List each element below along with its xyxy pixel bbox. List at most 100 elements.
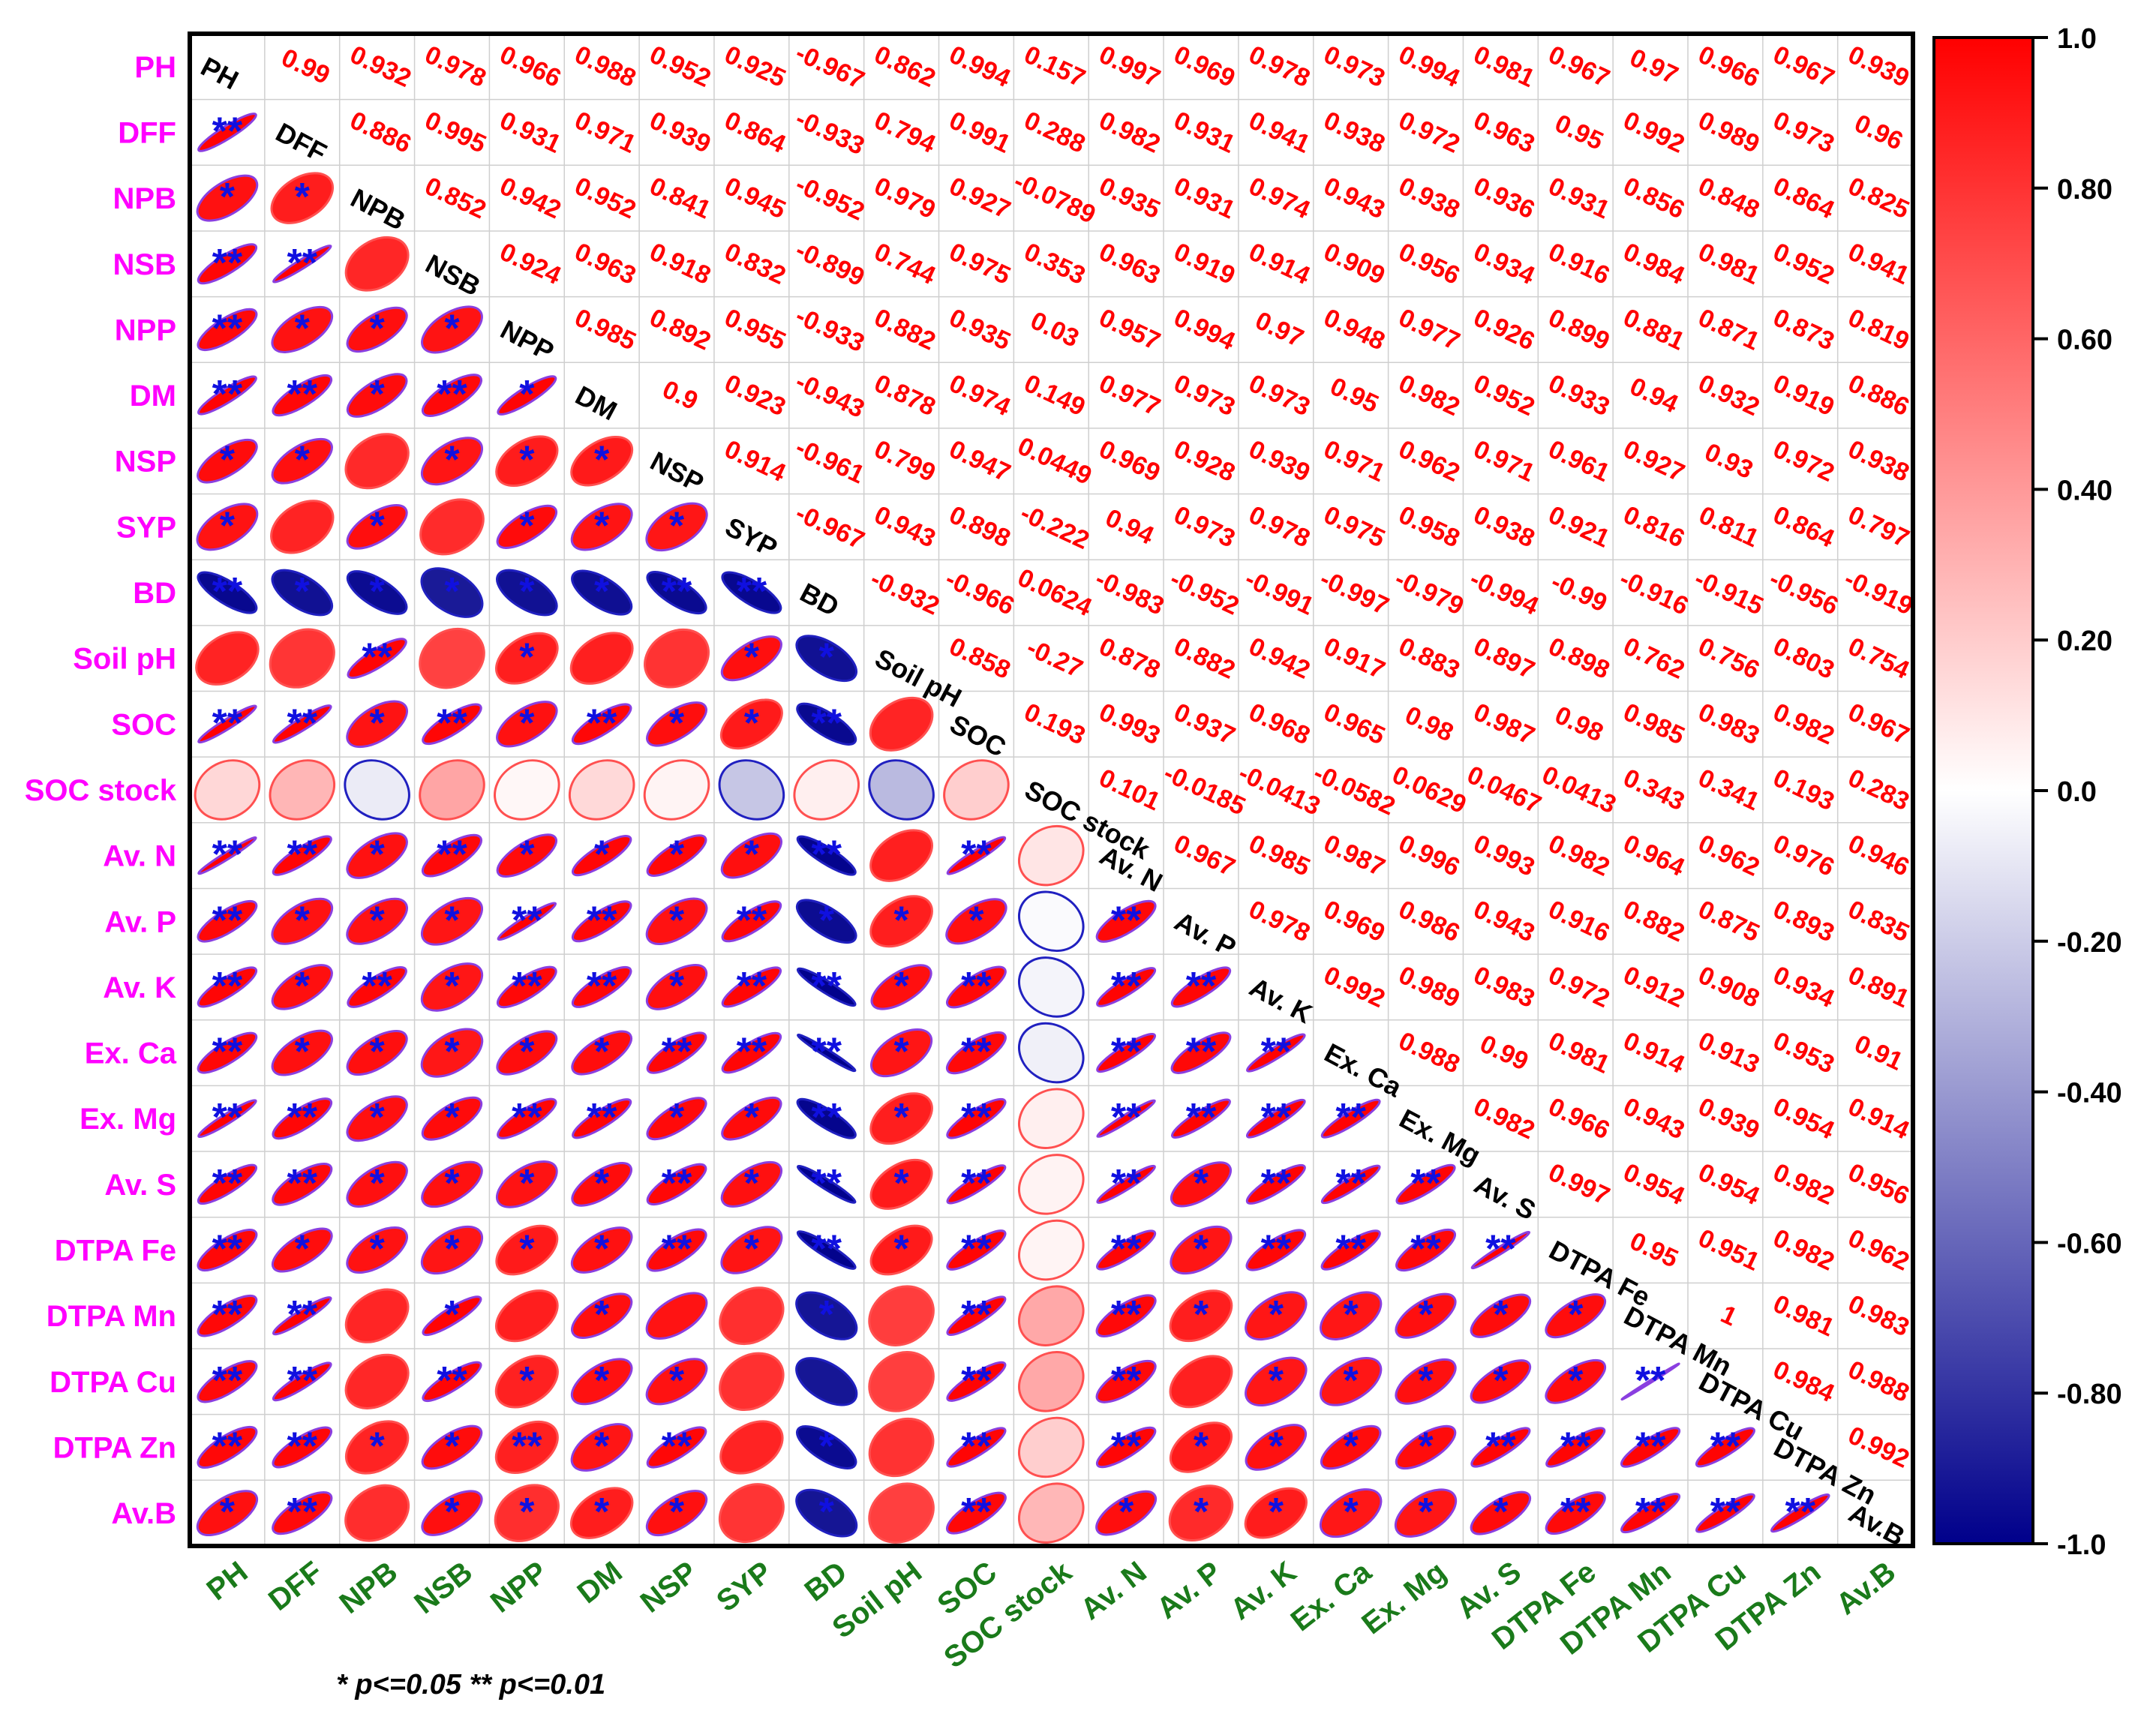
correlation-value: -0.222 [1016,499,1093,555]
significance-star: * [1194,1293,1209,1337]
correlation-ellipse [496,1030,558,1076]
significance-star: ** [1635,1359,1666,1403]
correlation-ellipse [197,1229,258,1272]
significance-star: ** [212,1424,243,1468]
correlation-ellipse [646,1426,707,1469]
significance-star: * [1269,1359,1284,1403]
correlation-value: 0.969 [1320,895,1389,947]
correlation-ellipse [645,1358,708,1406]
correlation-ellipse [869,696,934,752]
significance-star: ** [737,1031,767,1074]
significance-star: ** [1111,899,1142,942]
correlation-ellipse [1170,966,1232,1008]
diagonal-label: PH [196,51,243,96]
correlation-ellipse [497,375,557,416]
correlation-value: -0.979 [1390,564,1467,620]
significance-star: * [1493,1293,1509,1337]
significance-star: ** [1335,1096,1366,1139]
colorbar-tick-label: -0.80 [2057,1379,2122,1410]
correlation-ellipse [1170,1225,1233,1275]
significance-star: ** [961,1359,992,1403]
correlation-value: 0.157 [1019,41,1089,93]
correlation-ellipse [720,832,782,879]
correlation-value: 0.943 [1469,895,1539,947]
significance-star: * [1344,1424,1359,1468]
significance-star: ** [811,965,842,1008]
row-label: Av. P [104,905,176,938]
correlation-ellipse [570,503,633,551]
correlation-value: 0.754 [1844,632,1914,685]
correlation-ellipse [346,306,408,353]
correlation-ellipse [194,759,261,821]
significance-star: * [444,1096,460,1139]
correlation-value: 0.962 [1844,1223,1914,1276]
correlation-ellipse [421,305,483,354]
correlation-value: 0.841 [645,172,715,224]
correlation-value: 0.101 [1095,764,1164,816]
correlation-ellipse [571,703,632,746]
correlation-value: 0.933 [1544,369,1614,422]
correlation-ellipse [572,1098,632,1139]
correlation-value: 0.288 [1019,106,1089,158]
significance-star: ** [1111,1031,1142,1074]
correlation-value: 0.978 [1245,500,1314,553]
correlation-value: 0.921 [1544,500,1614,553]
correlation-value: 0.988 [570,41,640,93]
correlation-value: 0.91 [1850,1029,1907,1076]
significance-star: ** [587,899,617,942]
correlation-ellipse [946,1295,1007,1336]
correlation-ellipse [796,1097,857,1139]
correlation-value: 0.963 [570,238,640,290]
column-label: BD [799,1555,854,1607]
correlation-value: -0.997 [1316,564,1393,620]
correlation-ellipse [721,571,782,614]
correlation-value: 0.341 [1694,764,1764,816]
correlation-ellipse [496,569,558,617]
correlation-value: 0.762 [1619,632,1689,685]
correlation-value: 0.926 [1469,303,1539,356]
significance-star: * [744,701,760,745]
correlation-ellipse [496,833,557,878]
correlation-ellipse [1017,1219,1085,1281]
correlation-ellipse [1545,1293,1607,1339]
significance-star: ** [1410,1228,1441,1271]
significance-star: ** [1261,1031,1292,1074]
correlation-ellipse [197,966,258,1008]
correlation-ellipse [1319,1356,1383,1406]
row-label: NPB [113,182,176,215]
colorbar-tick-label: 0.20 [2057,626,2112,657]
correlation-value: 0.832 [720,238,790,290]
correlation-ellipse [346,1095,408,1142]
correlation-value: 0.898 [1544,632,1614,685]
correlation-value: 0.848 [1694,172,1764,224]
correlation-ellipse [344,759,410,821]
correlation-value: 0.97 [1626,44,1683,90]
correlation-ellipse [721,1096,782,1141]
significance-star: ** [287,1359,318,1403]
correlation-value: 0.988 [1395,1026,1464,1079]
correlation-value: 0.956 [1395,238,1464,290]
correlation-value: 0.94 [1626,372,1683,419]
correlation-value: 0.908 [1694,961,1764,1013]
significance-star: ** [961,1424,992,1468]
correlation-ellipse [795,1357,858,1406]
correlation-ellipse [571,835,632,877]
correlation-value: 0.878 [870,369,940,422]
correlation-ellipse [347,966,407,1008]
significance-star: * [1269,1424,1284,1468]
correlation-value: 0.95 [1326,372,1383,419]
correlation-value: 0.924 [495,238,565,290]
correlation-ellipse [1244,1487,1308,1539]
correlation-ellipse [795,635,857,683]
significance-star: * [444,965,460,1008]
correlation-value: 0.93 [1701,438,1758,485]
correlation-ellipse [796,702,857,746]
correlation-value: 0.934 [1469,238,1539,290]
row-label: Ex. Mg [80,1103,176,1136]
correlation-value: 0.973 [1170,369,1239,422]
correlation-value: 0.886 [346,106,416,158]
correlation-value: -0.952 [1166,564,1243,620]
correlation-value: 0.948 [1320,303,1389,356]
correlation-ellipse [197,899,258,943]
